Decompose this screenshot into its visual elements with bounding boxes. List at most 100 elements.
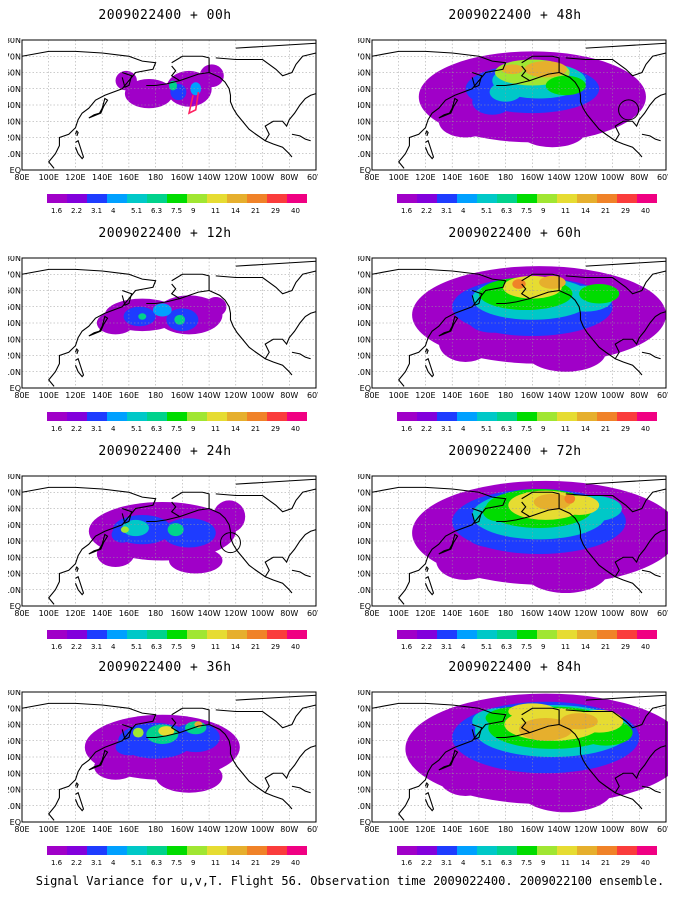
colorbar-swatch [47, 194, 67, 203]
coastline [146, 516, 180, 523]
lat-label: 50N [8, 521, 21, 530]
lat-label: 50N [358, 521, 371, 530]
variance-region [167, 523, 184, 537]
lon-label: 160W [171, 609, 194, 618]
colorbar-swatch [397, 846, 417, 855]
lon-label: 120W [574, 173, 597, 182]
lat-label: 50N [358, 303, 371, 312]
lat-label: EQ [360, 818, 371, 827]
colorbar-swatch [577, 194, 597, 203]
lat-label: 50N [358, 85, 371, 94]
lon-label: 160E [119, 609, 139, 618]
lat-label: 20N [8, 134, 21, 143]
colorbar-swatch [557, 630, 577, 639]
colorbar-swatch [557, 846, 577, 855]
colorbar-label: 2.2 [71, 643, 82, 651]
lat-label: 80N [358, 474, 371, 481]
lat-label: 30N [358, 769, 371, 778]
coastline [74, 129, 79, 137]
lat-label: 20N [8, 570, 21, 579]
variance-region [564, 493, 576, 504]
coastline [215, 704, 317, 729]
lat-label: 40N [8, 319, 21, 328]
colorbar-label: 14 [231, 207, 240, 215]
lon-label: 80E [364, 391, 379, 400]
coastlines [21, 260, 317, 387]
lat-label: 80N [8, 690, 21, 697]
colorbar-swatch [437, 194, 457, 203]
lat-label: 60N [8, 721, 21, 730]
coastline [146, 80, 180, 87]
coastline [614, 93, 667, 142]
lat-label: 60N [8, 287, 21, 296]
colorbar-swatch [577, 630, 597, 639]
coastline [424, 357, 435, 378]
colorbar-label: 29 [621, 425, 630, 433]
colorbar-swatch [87, 846, 107, 855]
coastline [585, 260, 667, 267]
lon-label: 100W [251, 391, 274, 400]
lon-label: 160W [171, 391, 194, 400]
coastline [291, 351, 311, 360]
lat-label: 70N [8, 488, 21, 497]
lat-label: EQ [10, 166, 21, 175]
lon-label: 100W [601, 173, 624, 182]
coastline [558, 289, 643, 376]
colorbar-swatch [517, 194, 537, 203]
lon-label: 140W [547, 391, 570, 400]
coastlines [371, 478, 667, 605]
colorbar-swatch [187, 630, 207, 639]
colorbar-swatch [597, 630, 617, 639]
lon-label: 140E [92, 173, 112, 182]
colorbar-label: 9 [541, 643, 545, 651]
coastline [496, 732, 530, 739]
coastline [471, 507, 483, 524]
lon-label: 160W [171, 825, 194, 834]
colorbar-label: 4 [461, 207, 466, 215]
lat-label: 70N [8, 52, 21, 61]
lat-label: 20N [358, 570, 371, 579]
variance-field [412, 266, 666, 372]
colorbar-label: 7.5 [521, 207, 532, 215]
colorbar-label: 14 [581, 207, 590, 215]
colorbar-swatch [207, 630, 227, 639]
colorbar-label: 40 [291, 859, 300, 867]
lat-label: 70N [358, 270, 371, 279]
lon-label: 100E [39, 609, 59, 618]
colorbar-swatch [207, 412, 227, 421]
colorbar: 1.6 2.2 3.1 4 5.1 6.3 7.5 9 11 14 21 29 40 [397, 846, 657, 867]
lon-label: 80W [280, 391, 298, 400]
lat-label: 10N [8, 368, 21, 377]
lon-label: 120E [415, 825, 435, 834]
lat-label: EQ [10, 602, 21, 611]
lat-label: 50N [358, 737, 371, 746]
colorbar-swatch [437, 630, 457, 639]
colorbar-swatch [207, 194, 227, 203]
colorbar-swatch [167, 412, 187, 421]
lon-label: 160E [469, 173, 489, 182]
colorbar-label: 9 [191, 643, 195, 651]
colorbar-swatch [457, 194, 477, 203]
colorbar-swatch [597, 194, 617, 203]
variance-field [412, 480, 668, 593]
coastline [21, 702, 157, 821]
colorbar-label: 6.3 [151, 425, 162, 433]
coastline [264, 311, 317, 360]
lon-label: 160W [521, 391, 544, 400]
figure-footer: Signal Variance for u,v,T. Flight 56. Ob… [35, 874, 665, 888]
lat-label: 80N [8, 38, 21, 45]
coastlines [21, 694, 317, 821]
colorbar-label: 21 [601, 859, 610, 867]
lon-label: 120E [415, 391, 435, 400]
colorbar-label: 3.1 [91, 859, 102, 867]
coastline [215, 52, 317, 77]
coastline [438, 315, 459, 337]
coastline [565, 52, 667, 77]
colorbar-swatch [457, 846, 477, 855]
map-frame [371, 257, 667, 389]
colorbar-swatch [457, 412, 477, 421]
lat-label: 40N [358, 753, 371, 762]
colorbar-swatch [147, 412, 167, 421]
